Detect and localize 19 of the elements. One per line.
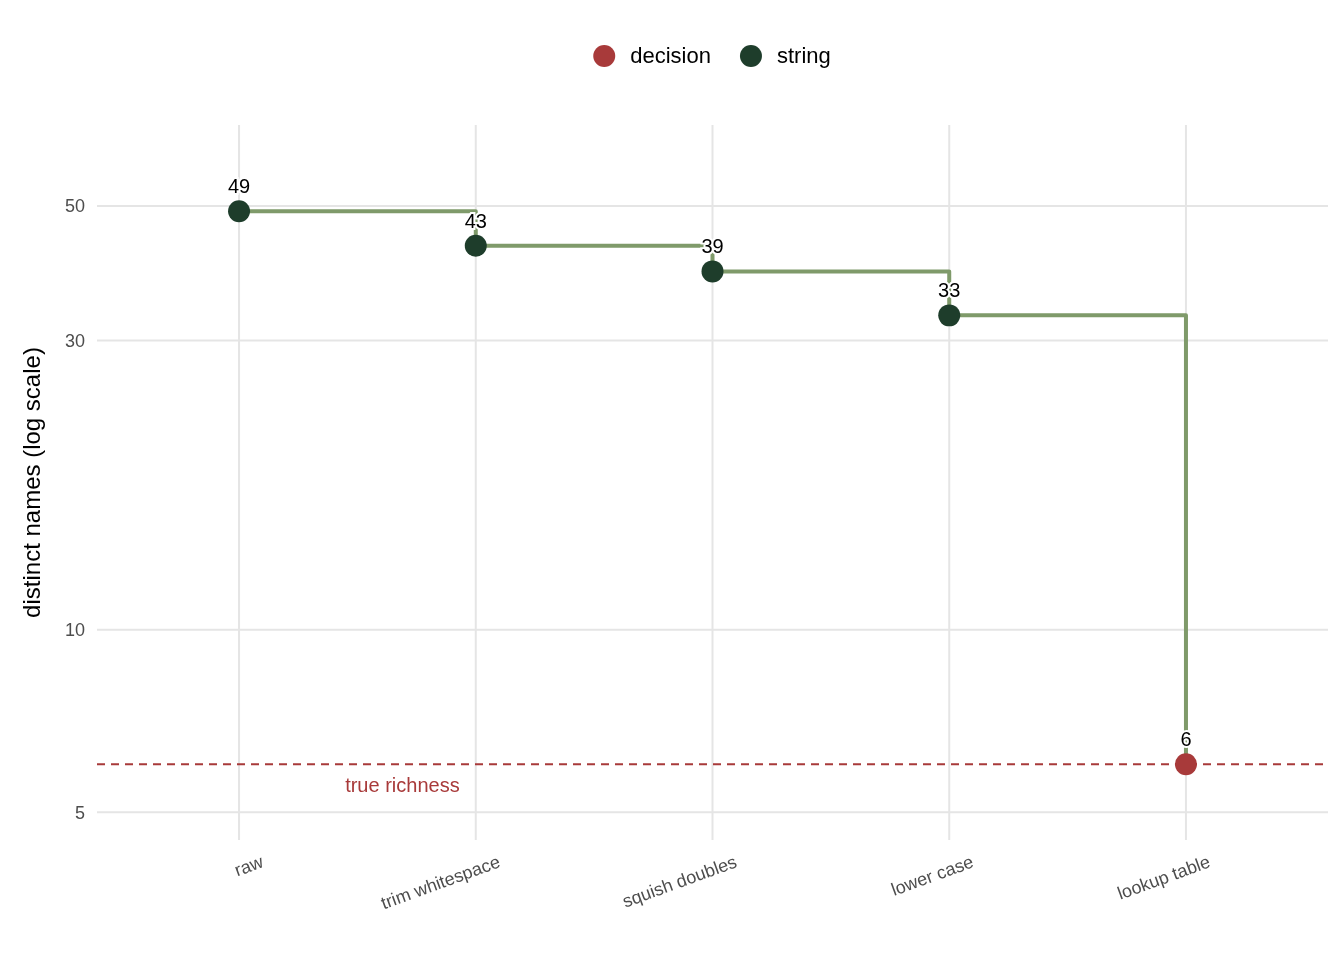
- ref-line-label: true richness: [345, 774, 460, 797]
- x-tick-label: squish doubles: [619, 851, 740, 912]
- point: [464, 234, 487, 257]
- x-tick-label: lower case: [888, 851, 977, 900]
- point: [1174, 753, 1197, 776]
- point: [701, 260, 724, 283]
- legend-label: string: [776, 43, 831, 68]
- y-tick-label: 30: [64, 330, 85, 351]
- data-label: 49: [227, 175, 251, 198]
- x-tick-label: raw: [231, 851, 267, 881]
- x-tick-label: lookup table: [1114, 851, 1213, 904]
- y-tick-label: 10: [64, 620, 85, 640]
- point: [228, 200, 251, 223]
- point: [938, 304, 961, 327]
- data-label: 39: [701, 235, 724, 258]
- legend-label: decision: [630, 43, 711, 68]
- y-axis-title: distinct names (log scale): [18, 347, 45, 618]
- y-tick-label: 5: [74, 802, 85, 823]
- y-tick-label: 50: [64, 196, 85, 217]
